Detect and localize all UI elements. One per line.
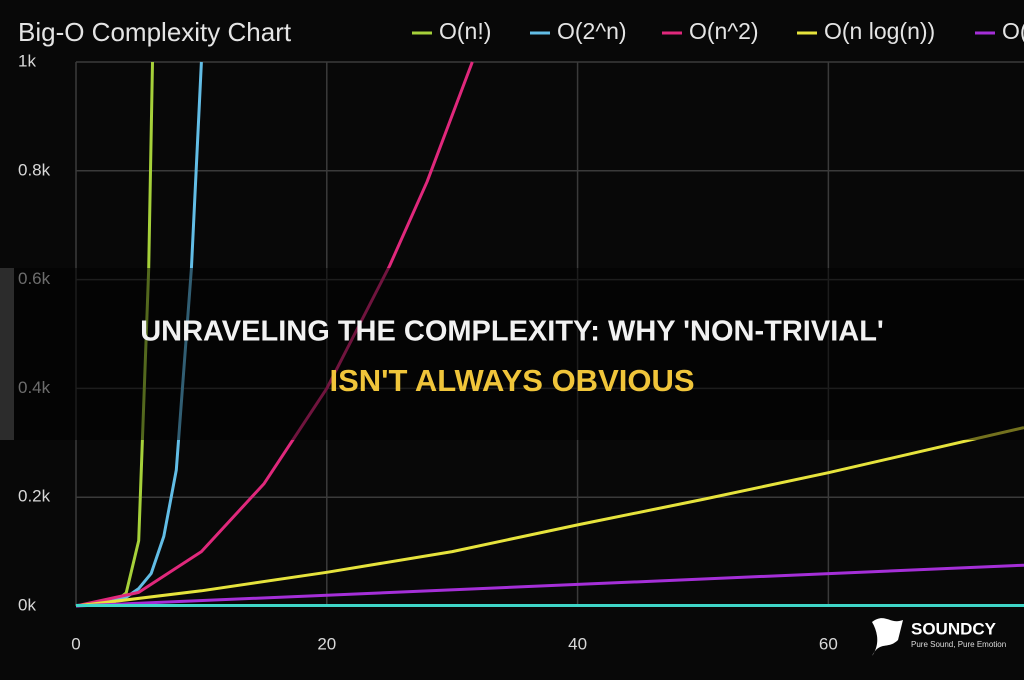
x-tick-label: 60 (819, 634, 838, 653)
y-tick-label: 0.8k (18, 160, 51, 179)
overlay-line2: ISN'T ALWAYS OBVIOUS (329, 363, 694, 398)
x-tick-label: 20 (317, 634, 336, 653)
legend-label: O(2^n) (557, 18, 627, 44)
overlay-band (0, 268, 1024, 440)
series-line (75, 426, 1024, 608)
legend-label: O(n!) (439, 18, 491, 44)
y-tick-label: 0k (18, 595, 36, 614)
logo-name: SOUNDCY (911, 619, 997, 638)
x-tick-label: 0 (71, 634, 80, 653)
chart-title: Big-O Complexity Chart (18, 17, 292, 47)
logo-tagline: Pure Sound, Pure Emotion (911, 640, 1006, 649)
legend-label: O(n log(n)) (824, 18, 935, 44)
overlay-line1: UNRAVELING THE COMPLEXITY: WHY 'NON-TRIV… (140, 316, 884, 348)
series-line (75, 563, 1024, 608)
x-tick-label: 40 (568, 634, 587, 653)
logo-icon (872, 618, 903, 656)
legend-label: O(n^2) (689, 18, 759, 44)
y-tick-label: 0.2k (18, 487, 51, 506)
y-tick-label: 1k (18, 51, 36, 70)
legend-label: O(n) (1002, 18, 1024, 44)
logo: SOUNDCY Pure Sound, Pure Emotion (872, 618, 1006, 656)
overlay-edge (0, 268, 14, 440)
